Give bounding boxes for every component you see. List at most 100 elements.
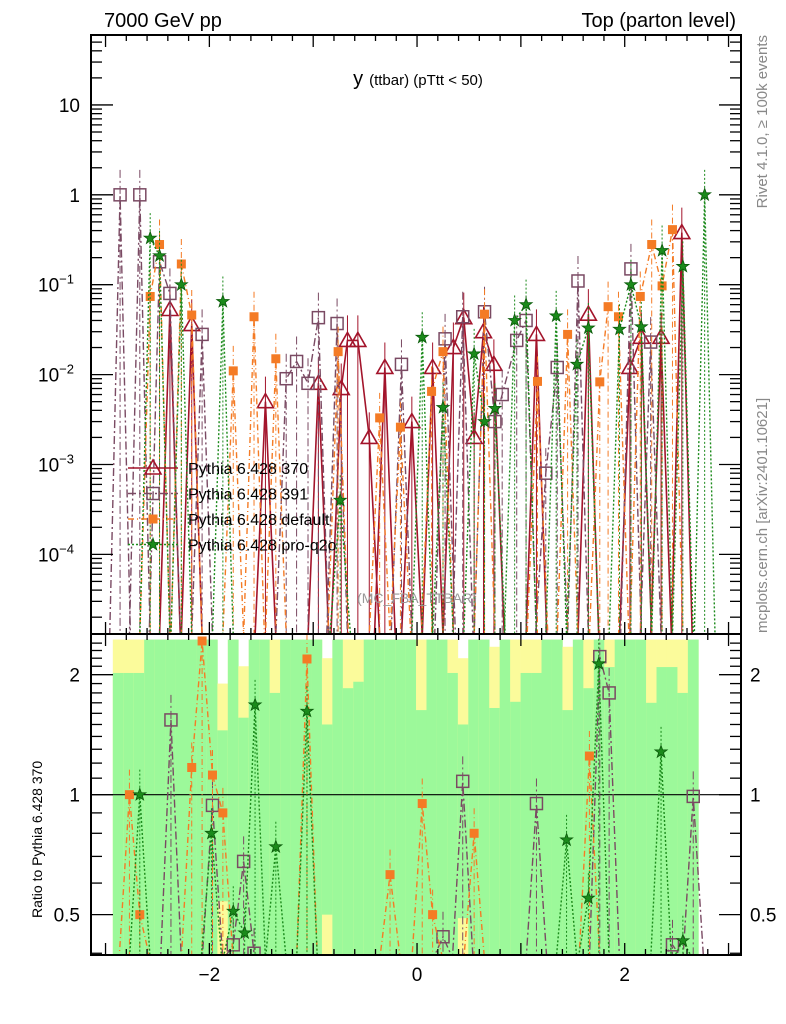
green-band-bin — [646, 702, 657, 955]
data-point-star — [152, 247, 167, 263]
green-band-bin — [436, 639, 448, 955]
data-point-filled-square — [563, 329, 573, 339]
data-point-square — [665, 938, 680, 952]
data-point-star — [414, 329, 430, 344]
x-tick-label: 0 — [412, 965, 423, 986]
data-point-square — [330, 316, 344, 331]
data-point-filled-square — [124, 790, 134, 800]
data-point-square — [686, 789, 700, 804]
data-point-filled-square — [271, 354, 281, 364]
plot-title: y (ttbar) (pTtt < 50) — [353, 68, 483, 90]
data-point-star — [559, 832, 574, 847]
green-band-bin — [478, 639, 490, 955]
data-point-filled-square — [532, 376, 542, 386]
green-band-bin — [269, 692, 281, 955]
data-point-star — [623, 276, 639, 292]
data-point-star — [633, 319, 649, 334]
analysis-watermark: (MC_FBA_TTBAR) — [357, 590, 477, 606]
data-point-star — [507, 312, 522, 327]
green-band-bin — [489, 707, 500, 955]
data-point-square — [509, 333, 524, 348]
data-point-star — [142, 230, 158, 245]
legend-item-s370: Pythia 6.428 370 — [128, 458, 308, 478]
series-line-s370 — [158, 232, 693, 634]
ratio-y-tick-label: 2 — [69, 666, 80, 687]
ratio-y-tick-label: 0.5 — [54, 906, 80, 927]
data-point-triangle — [444, 337, 463, 355]
data-point-square — [279, 371, 293, 386]
series-s391 — [160, 634, 705, 955]
green-band-bin — [405, 639, 417, 955]
data-point-square — [495, 387, 509, 402]
data-point-filled-square — [438, 347, 448, 357]
data-point-square — [571, 274, 585, 288]
data-point-filled-square — [613, 312, 623, 322]
data-point-triangle — [348, 330, 368, 348]
data-point-star — [581, 890, 596, 905]
plot-title-sub: (ttbar) (pTtt < 50) — [369, 72, 483, 89]
green-band-bin — [635, 639, 647, 955]
green-band-bin — [259, 639, 270, 955]
data-point-triangle — [359, 427, 379, 445]
green-band-bin — [656, 667, 668, 955]
data-point-filled-square — [667, 225, 677, 235]
legend-marker-square — [146, 486, 160, 501]
data-point-filled-square — [427, 386, 437, 396]
green-band-bin — [562, 710, 574, 955]
ratio-y-tick-label-right: 0.5 — [750, 906, 776, 927]
data-point-star — [237, 925, 253, 940]
data-point-square — [311, 310, 326, 325]
data-point-filled-square — [603, 302, 613, 312]
data-point-filled-square — [480, 309, 490, 319]
series-line-proq2o — [139, 194, 716, 634]
y-tick-label: 10−2 — [38, 362, 74, 387]
data-point-star — [477, 413, 492, 428]
y-tick-label: 10−3 — [38, 451, 74, 476]
data-point-star — [518, 296, 534, 311]
green-band-bin — [593, 639, 605, 955]
green-band-bin — [499, 639, 511, 955]
data-point-square — [133, 188, 147, 202]
main-series-lines — [109, 169, 716, 634]
plot-title-main: y — [353, 68, 363, 90]
mcplots-label: mcplots.cern.ch [arXiv:2401.10621] — [754, 398, 771, 633]
data-point-star — [247, 697, 263, 712]
data-point-square — [289, 354, 304, 369]
data-point-filled-square — [469, 828, 479, 838]
data-point-square — [195, 327, 209, 342]
green-band-bin — [457, 724, 469, 919]
data-point-triangle — [375, 357, 395, 375]
green-band-bin — [248, 639, 260, 955]
ratio-y-tick-label-right: 1 — [750, 786, 761, 807]
green-band-bin — [353, 681, 365, 955]
data-point-filled-square — [228, 366, 238, 376]
green-band-bin — [290, 639, 302, 955]
legend-item-proq2o: Pythia 6.428 pro-q2o — [128, 536, 337, 555]
y-tick-exponent: −3 — [59, 451, 74, 466]
data-point-filled-square — [302, 654, 312, 664]
data-point-square — [247, 946, 261, 955]
legend-label: Pythia 6.428 370 — [188, 461, 308, 478]
data-point-filled-square — [375, 413, 385, 423]
data-point-square — [539, 466, 553, 480]
y-tick-label: 10−1 — [38, 272, 74, 297]
x-tick-label: 2 — [619, 965, 630, 986]
data-point-square — [301, 376, 315, 391]
series-line-default — [118, 640, 601, 955]
green-band-bin — [416, 710, 427, 955]
data-point-star — [675, 932, 691, 948]
green-band-bin — [520, 672, 532, 955]
legend-item-default: Pythia 6.428 default — [128, 512, 330, 529]
data-point-square — [550, 360, 564, 375]
green-band-bin — [321, 724, 333, 915]
y-tick-label: 10 — [59, 96, 80, 117]
data-point-filled-square — [395, 422, 405, 432]
y-tick-label: 1 — [69, 186, 80, 207]
green-band-bin — [687, 639, 699, 955]
y-tick-exponent: −4 — [59, 541, 74, 556]
data-point-square — [438, 332, 452, 346]
data-point-filled-square — [249, 312, 259, 322]
data-point-star — [675, 258, 691, 273]
green-band-bin — [175, 639, 187, 955]
